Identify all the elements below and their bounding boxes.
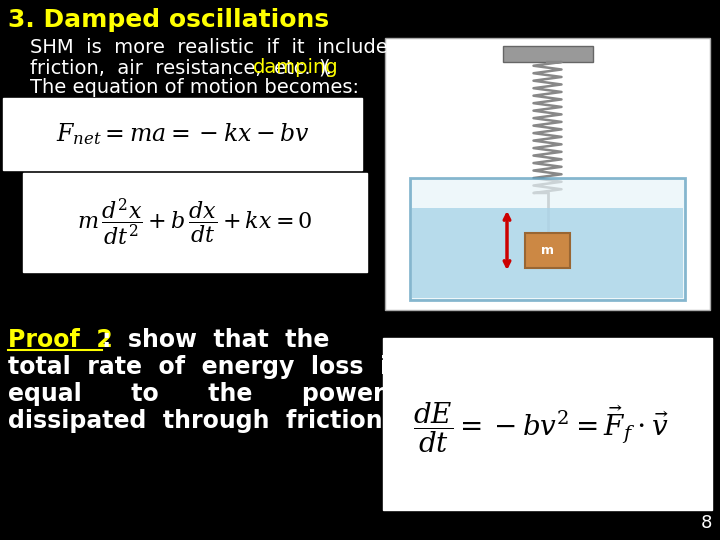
Text: $F_{net} = ma = -kx - bv$: $F_{net} = ma = -kx - bv$ <box>55 121 310 147</box>
FancyBboxPatch shape <box>410 178 685 300</box>
Text: Proof  2: Proof 2 <box>8 328 113 352</box>
Text: total  rate  of  energy  loss  is: total rate of energy loss is <box>8 355 402 379</box>
FancyBboxPatch shape <box>412 208 683 298</box>
Text: equal      to      the      power: equal to the power <box>8 382 384 406</box>
Text: $\dfrac{dE}{dt} = -bv^2 = \vec{F}_f \cdot \vec{v}$: $\dfrac{dE}{dt} = -bv^2 = \vec{F}_f \cdo… <box>413 400 669 455</box>
Text: friction,  air  resistance,  etc.  (: friction, air resistance, etc. ( <box>30 58 330 77</box>
Text: 3. Damped oscillations: 3. Damped oscillations <box>8 8 329 32</box>
FancyBboxPatch shape <box>385 38 710 310</box>
Text: The equation of motion becomes:: The equation of motion becomes: <box>30 78 359 97</box>
Text: dissipated  through  friction:: dissipated through friction: <box>8 409 392 433</box>
Text: damping: damping <box>253 58 338 77</box>
FancyBboxPatch shape <box>383 338 712 510</box>
Text: m: m <box>541 244 554 257</box>
Text: SHM  is  more  realistic  if  it  includes: SHM is more realistic if it includes <box>30 38 398 57</box>
Text: 8: 8 <box>701 514 712 532</box>
FancyBboxPatch shape <box>525 233 570 268</box>
Text: $m\,\dfrac{d^2x}{dt^2} + b\,\dfrac{dx}{dt} + kx = 0$: $m\,\dfrac{d^2x}{dt^2} + b\,\dfrac{dx}{d… <box>77 197 313 248</box>
FancyBboxPatch shape <box>23 173 367 272</box>
FancyBboxPatch shape <box>503 46 593 62</box>
FancyBboxPatch shape <box>3 98 362 170</box>
Text: :  show  that  the: : show that the <box>102 328 329 352</box>
Text: ).: ). <box>318 58 332 77</box>
